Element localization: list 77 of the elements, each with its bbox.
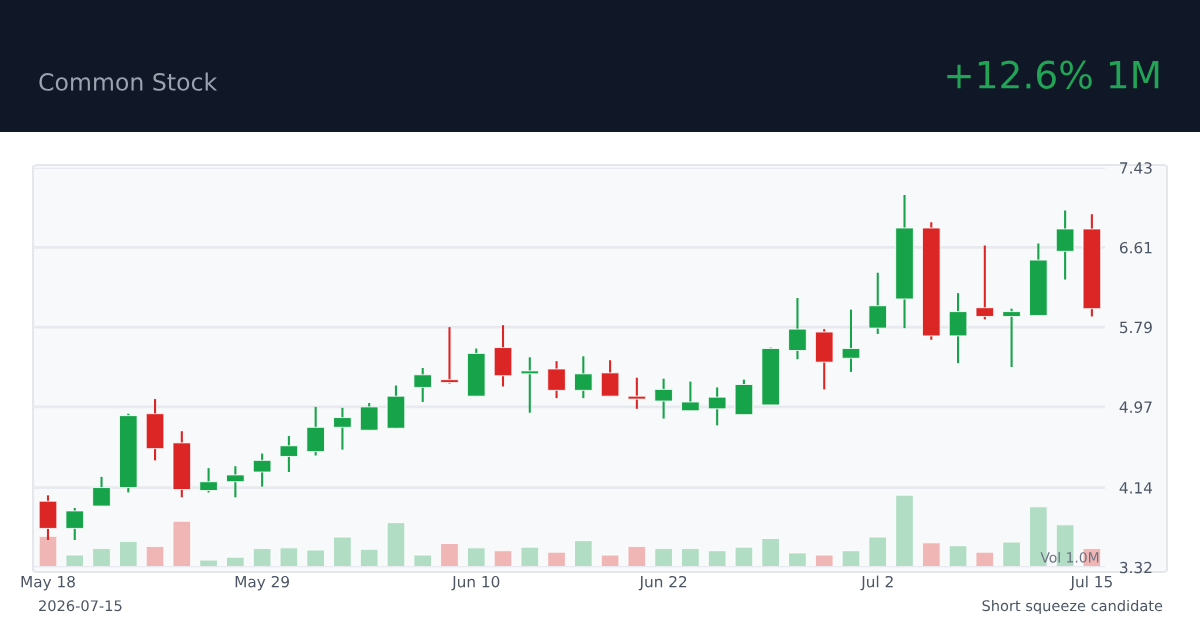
- bar: [707, 550, 727, 568]
- bar: [520, 546, 540, 568]
- bar: [65, 554, 85, 568]
- bar: [333, 536, 352, 568]
- x-tick-label: Jun 10: [451, 575, 500, 591]
- bar: [734, 546, 754, 568]
- bar: [868, 536, 888, 568]
- bar: [493, 550, 513, 568]
- x-tick-label: Jul 2: [860, 575, 893, 591]
- bar: [627, 546, 647, 568]
- bar: [172, 520, 192, 568]
- annotation: Vol 1.0M: [1040, 551, 1099, 563]
- bar: [975, 551, 995, 568]
- candlestick: [788, 296, 807, 361]
- text: 2026-07-15: [39, 600, 122, 612]
- candlestick: [413, 366, 432, 404]
- candlestick: [440, 326, 459, 385]
- text: Short squeeze candidate: [982, 599, 1163, 615]
- bar: [681, 548, 700, 568]
- bar: [600, 554, 620, 568]
- candlestick: [841, 308, 861, 373]
- candlestick: [681, 380, 700, 412]
- candlestick: [574, 355, 593, 400]
- y-tick-label: 6.61: [1119, 241, 1152, 254]
- bar: [38, 535, 58, 568]
- y-tick-label: 7.43: [1120, 162, 1152, 174]
- candlestick: [1002, 307, 1021, 369]
- candlestick: [1055, 209, 1075, 281]
- y-tick-label: 4.14: [1119, 482, 1153, 494]
- bar: [413, 554, 432, 568]
- candlestick: [707, 386, 727, 427]
- candlestick: [975, 244, 995, 321]
- candlestick: [65, 506, 85, 542]
- bar: [386, 522, 406, 568]
- candlestick: [359, 401, 379, 432]
- x-tick-label: May 29: [235, 575, 289, 591]
- bar: [547, 551, 566, 568]
- candlestick: [92, 475, 111, 508]
- bar: [440, 543, 459, 568]
- bar: [761, 538, 780, 568]
- candlestick: [600, 359, 620, 398]
- bar: [145, 546, 165, 568]
- bar: [788, 552, 807, 568]
- y-tick-label: 4.97: [1119, 401, 1152, 413]
- bar: [654, 548, 673, 568]
- candlestick: [226, 465, 245, 499]
- bar: [814, 554, 834, 568]
- bar: [279, 547, 299, 568]
- bar: [922, 542, 941, 568]
- candlestick: [627, 376, 647, 410]
- y-tick-label: 3.32: [1120, 561, 1152, 574]
- bar: [252, 548, 272, 568]
- bar: [359, 548, 379, 568]
- candlestick: [333, 406, 352, 451]
- bar: [948, 545, 968, 568]
- candlestick: [279, 435, 299, 474]
- bar: [574, 540, 593, 568]
- candlestick: [547, 360, 566, 400]
- bar: [1002, 541, 1021, 568]
- bar: [199, 559, 218, 568]
- candlestick: [199, 467, 218, 494]
- chart-title: Common Stock: [39, 72, 218, 91]
- candlestick: [654, 377, 673, 420]
- candlestick: [252, 452, 272, 488]
- bar: [841, 550, 861, 568]
- bar: [119, 540, 138, 568]
- candlestick: [520, 356, 540, 414]
- y-tick-label: 5.79: [1120, 321, 1152, 334]
- bar: [306, 549, 325, 568]
- bar: [92, 548, 111, 568]
- bar: [895, 495, 914, 568]
- x-tick-label: Jun 22: [638, 575, 687, 591]
- bar: [467, 547, 486, 568]
- candlestick: [868, 271, 888, 335]
- chart-subtitle: +12.6% 1M: [947, 60, 1159, 89]
- x-tick-label: May 18: [21, 575, 75, 591]
- x-tick-label: Jul 15: [1069, 575, 1112, 591]
